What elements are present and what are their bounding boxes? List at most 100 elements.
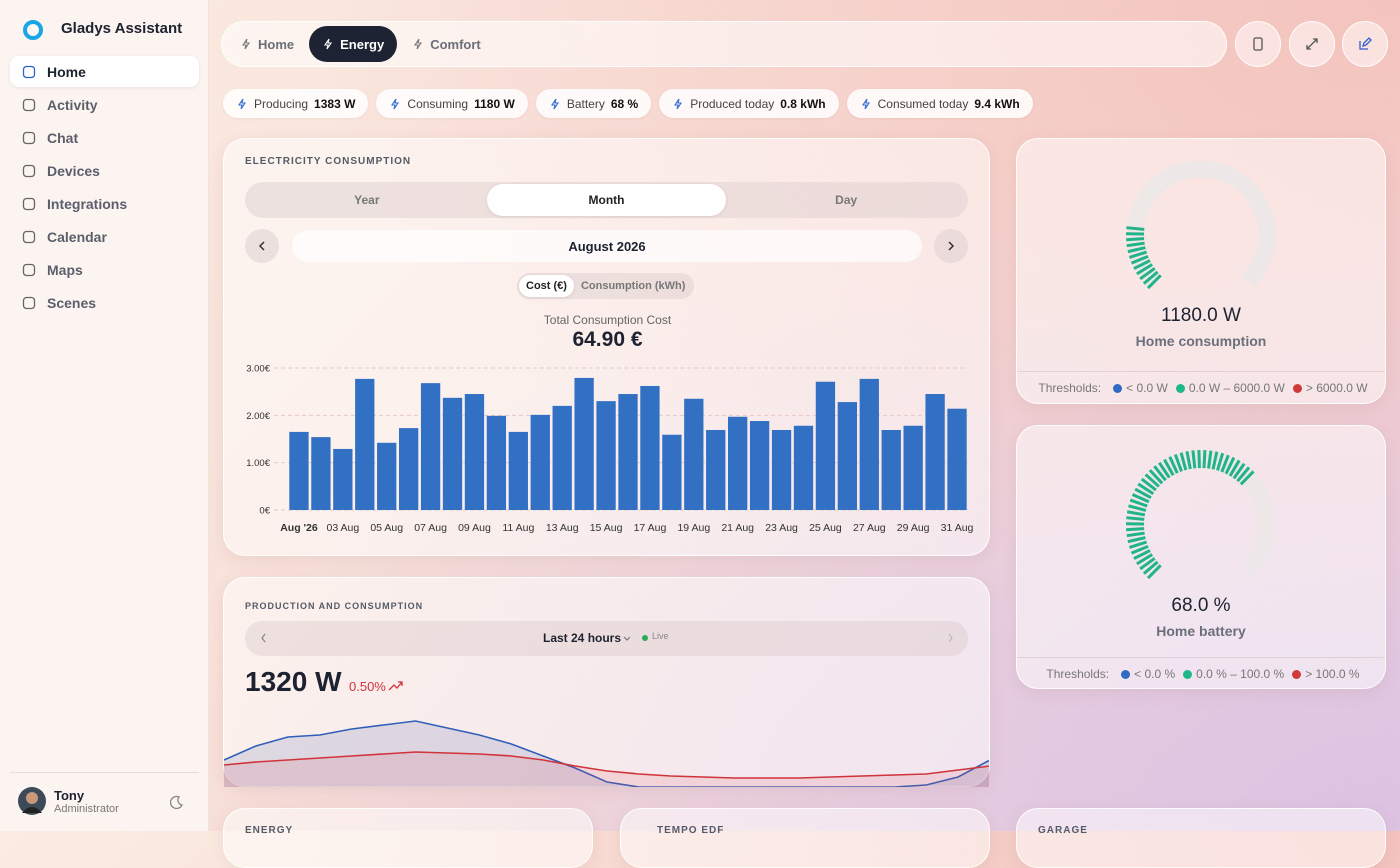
- mode-toggle: Cost (€)Consumption (kWh): [517, 273, 694, 299]
- nav-item[interactable]: Home: [10, 56, 199, 87]
- icon: [322, 38, 334, 50]
- nav-label: Chat: [47, 130, 78, 146]
- threshold-dot: [1121, 670, 1130, 679]
- nav-icon: [22, 98, 36, 112]
- live-status: Live: [652, 631, 669, 641]
- threshold-dot: [1113, 384, 1122, 393]
- theme-toggle[interactable]: [170, 795, 184, 809]
- nav-label: Maps: [47, 262, 83, 278]
- icon: [549, 98, 561, 110]
- threshold-label: < 0.0 %: [1134, 667, 1175, 681]
- stat-value: 1383 W: [314, 97, 355, 111]
- nav-item[interactable]: Scenes: [10, 287, 199, 318]
- sidebar: Gladys Assistant Home Activity Chat Devices…: [0, 0, 209, 831]
- tab-label: Home: [258, 37, 294, 52]
- period-option[interactable]: Month: [487, 184, 727, 216]
- stat-chip: Battery 68 %: [536, 89, 651, 118]
- current-value: 1320 W: [245, 666, 342, 698]
- stat-value: 9.4 kWh: [974, 97, 1019, 111]
- energy-card: ENERGY: [223, 808, 593, 868]
- nav-item[interactable]: Maps: [10, 254, 199, 285]
- stat-label: Consumed today: [878, 97, 969, 111]
- prev-button[interactable]: [245, 229, 279, 263]
- stat-chip: Producing 1383 W: [223, 89, 368, 118]
- period-option[interactable]: Year: [247, 184, 487, 216]
- nav-label: Activity: [47, 97, 98, 113]
- icon: [672, 98, 684, 110]
- range-label[interactable]: Last 24 hours: [543, 631, 621, 645]
- tempo-card: TEMPO EDF: [620, 808, 990, 868]
- threshold-label: > 6000.0 W: [1306, 381, 1368, 395]
- user-name: Tony: [54, 788, 84, 803]
- production-card: PRODUCTION AND CONSUMPTION Last 24 hours…: [223, 577, 990, 787]
- threshold-dot: [1176, 384, 1185, 393]
- icon: [389, 98, 401, 110]
- thresholds-label: Thresholds:: [1038, 381, 1101, 395]
- threshold-dot: [1292, 670, 1301, 679]
- range-bar: Last 24 hours Live: [245, 621, 968, 656]
- threshold-dot: [1293, 384, 1302, 393]
- mode-option[interactable]: Consumption (kWh): [574, 275, 692, 297]
- tab-bar: Home Energy Comfort: [221, 21, 1227, 67]
- tab[interactable]: Comfort: [399, 26, 494, 62]
- tab[interactable]: Home: [227, 26, 307, 62]
- stat-chip: Consumed today 9.4 kWh: [847, 89, 1033, 118]
- stat-value: 0.8 kWh: [780, 97, 825, 111]
- fullscreen-button[interactable]: [1289, 21, 1335, 67]
- tab[interactable]: Energy: [309, 26, 397, 62]
- icon: [240, 38, 252, 50]
- period-label: August 2026: [292, 230, 922, 262]
- live-dot: [642, 635, 648, 641]
- card-heading: PRODUCTION AND CONSUMPTION: [245, 601, 423, 611]
- nav-item[interactable]: Chat: [10, 122, 199, 153]
- logo: [22, 19, 44, 41]
- stat-value: 68 %: [611, 97, 638, 111]
- icon: [412, 38, 424, 50]
- next-button[interactable]: [934, 229, 968, 263]
- divider: [10, 772, 199, 773]
- nav-item[interactable]: Calendar: [10, 221, 199, 252]
- nav-label: Devices: [47, 163, 100, 179]
- tab-label: Energy: [340, 37, 384, 52]
- stat-label: Producing: [254, 97, 308, 111]
- nav-label: Calendar: [47, 229, 107, 245]
- threshold-label: > 100.0 %: [1305, 667, 1359, 681]
- nav-icon: [22, 296, 36, 310]
- app-name: Gladys Assistant: [61, 20, 182, 37]
- garage-card: GARAGE: [1016, 808, 1386, 868]
- total-label: Total Consumption Cost: [224, 313, 990, 327]
- threshold-dot: [1183, 670, 1192, 679]
- tablet-button[interactable]: [1235, 21, 1281, 67]
- nav-icon: [22, 197, 36, 211]
- nav-icon: [22, 65, 36, 79]
- edit-button[interactable]: [1342, 21, 1388, 67]
- change: 0.50%: [349, 679, 386, 694]
- nav-item[interactable]: Devices: [10, 155, 199, 186]
- nav-icon: [22, 131, 36, 145]
- nav-item[interactable]: Integrations: [10, 188, 199, 219]
- threshold-label: 0.0 % – 100.0 %: [1196, 667, 1284, 681]
- stat-label: Battery: [567, 97, 605, 111]
- nav-label: Scenes: [47, 295, 96, 311]
- period-option[interactable]: Day: [726, 184, 966, 216]
- nav-label: Home: [47, 64, 86, 80]
- icon: [860, 98, 872, 110]
- nav-icon: [22, 164, 36, 178]
- card-heading: ELECTRICITY CONSUMPTION: [245, 156, 411, 167]
- nav-label: Integrations: [47, 196, 127, 212]
- gauge-card: Thresholds: < 0.0 % 0.0 % – 100.0 % > 100.0…: [1016, 425, 1386, 689]
- page: Gladys Assistant Home Activity Chat Devices…: [0, 0, 1400, 831]
- thresholds: Thresholds: < 0.0 % 0.0 % – 100.0 % > 100.0…: [1017, 667, 1385, 681]
- thresholds-label: Thresholds:: [1046, 667, 1109, 681]
- icon: [236, 98, 248, 110]
- mode-option[interactable]: Cost (€): [519, 275, 574, 297]
- avatar: [18, 787, 46, 815]
- nav-icon: [22, 263, 36, 277]
- nav-icon: [22, 230, 36, 244]
- nav-item[interactable]: Activity: [10, 89, 199, 120]
